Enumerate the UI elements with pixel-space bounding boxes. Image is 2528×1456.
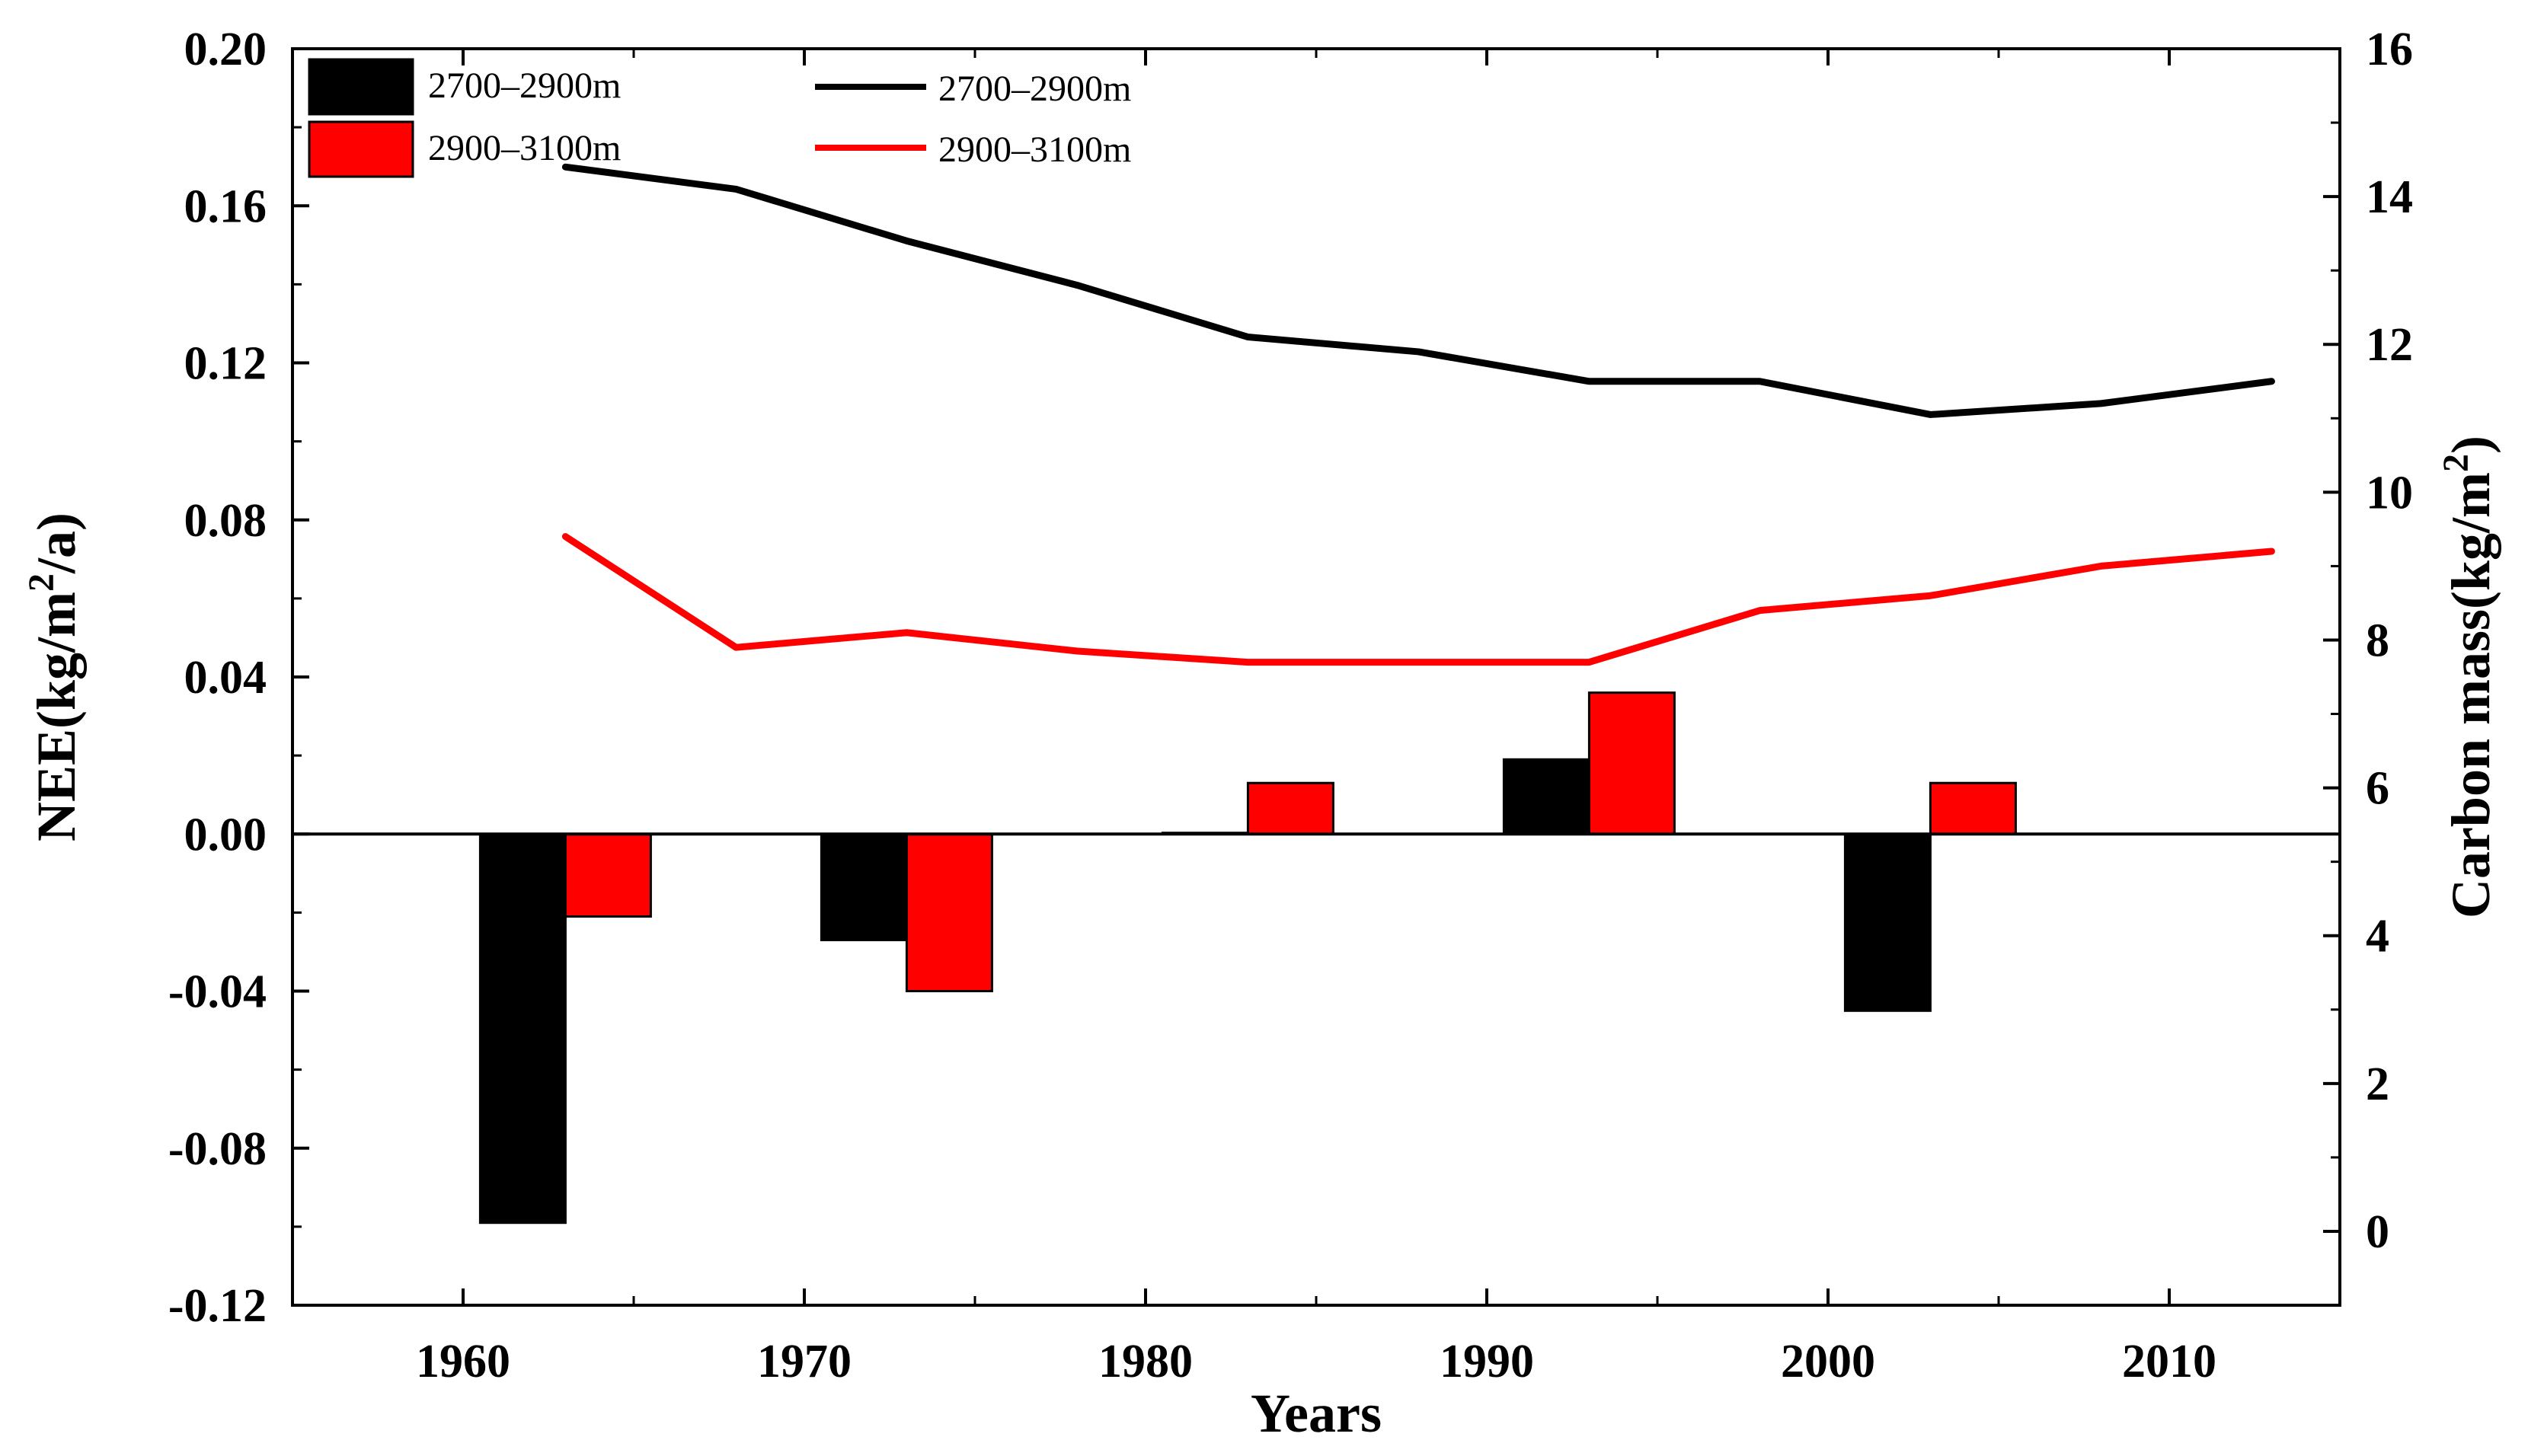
x-tick-label: 1960 — [416, 1336, 510, 1387]
legend-swatch-bar-2900-3100 — [308, 120, 414, 178]
y-left-tick-label: 0.20 — [184, 24, 267, 75]
legend-label-line-2900-3100: 2900–3100m — [938, 129, 1131, 170]
x-tick-label: 2000 — [1781, 1336, 1875, 1387]
bar-2900-3100-1993 — [1587, 691, 1676, 835]
y-right-tick-label: 0 — [2366, 1206, 2389, 1258]
axis-ticks — [291, 47, 2341, 1307]
lines-layer — [561, 163, 2275, 666]
y-right-tick-label: 12 — [2366, 319, 2413, 371]
y-right-tick-label: 10 — [2366, 467, 2413, 519]
y-left-tick-label: -0.04 — [168, 966, 267, 1018]
x-tick-label: 1970 — [757, 1336, 852, 1387]
legend-label-bar-2700-2900: 2700–2900m — [428, 65, 621, 106]
x-tick-label: 1990 — [1440, 1336, 1534, 1387]
y-right-tick-label: 6 — [2366, 763, 2389, 815]
y-left-tick-label: 0.08 — [184, 495, 267, 547]
y-left-tick-label: 0.12 — [184, 338, 267, 390]
y-right-tick-label: 8 — [2366, 615, 2389, 666]
bar-2700-2900-1963 — [478, 832, 567, 1225]
y-right-tick-label: 2 — [2366, 1058, 2389, 1110]
legend: 2700–2900m 2900–3100m 2700–2900m 2900–31… — [308, 58, 1131, 178]
y-left-tick-label: 0.16 — [184, 180, 267, 232]
y-axis-left-title: NEE(kg/m2/a) — [21, 512, 87, 841]
y-right-tick-label: 16 — [2366, 24, 2413, 75]
y-right-tick-label: 14 — [2366, 171, 2413, 223]
bar-2900-3100-1983 — [1246, 781, 1334, 835]
axis-tick-labels: 1960 1970 1980 1990 2000 20100.200.160.120.08… — [168, 24, 2413, 1387]
bar-2700-2900-1993 — [1502, 758, 1590, 835]
legend-label-bar-2900-3100: 2900–3100m — [428, 128, 621, 168]
legend-label-line-2700-2900: 2700–2900m — [938, 69, 1131, 109]
y-left-tick-label: -0.12 — [168, 1280, 267, 1332]
bar-2700-2900-2003 — [1843, 832, 1932, 1012]
y-right-tick-label: 4 — [2366, 911, 2389, 963]
y-left-tick-label: 0.04 — [184, 652, 267, 704]
y-axis-right-title: Carbon mass(kg/m2) — [2436, 436, 2501, 918]
x-tick-label: 1980 — [1098, 1336, 1193, 1387]
bar-2900-3100-1963 — [564, 832, 652, 918]
line-2900-3100 — [561, 533, 2275, 666]
bar-2700-2900-1973 — [820, 832, 908, 941]
y-left-tick-label: -0.08 — [168, 1123, 267, 1175]
x-axis-title: Years — [1251, 1383, 1382, 1444]
y-left-tick-label: 0.00 — [184, 809, 267, 861]
bar-2900-3100-1973 — [905, 832, 993, 992]
x-tick-label: 2010 — [2122, 1336, 2216, 1387]
legend-swatch-bar-2700-2900 — [308, 58, 414, 116]
bar-2900-3100-2003 — [1929, 781, 2017, 835]
line-2700-2900 — [561, 163, 2275, 418]
